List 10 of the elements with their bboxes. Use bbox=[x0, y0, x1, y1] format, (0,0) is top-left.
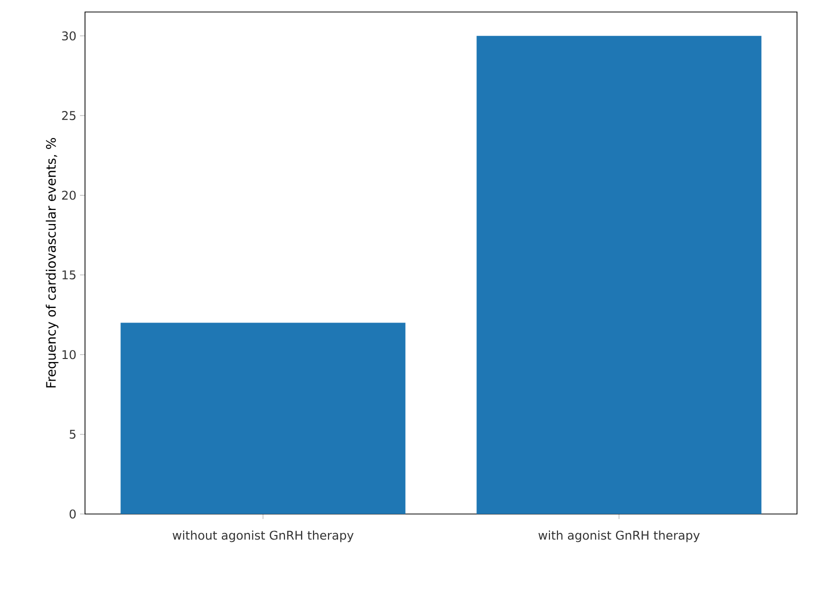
y-tick-label: 0 bbox=[70, 509, 76, 519]
x-tick-label: with agonist GnRH therapy bbox=[538, 530, 700, 542]
y-tick-label: 10 bbox=[62, 350, 76, 360]
y-tick-label: 20 bbox=[62, 190, 76, 200]
y-tick-label: 30 bbox=[62, 31, 76, 40]
y-tick-label: 15 bbox=[62, 270, 76, 280]
y-tick-label: 5 bbox=[70, 430, 76, 439]
y-tick-label: 25 bbox=[62, 111, 76, 120]
x-tick-label: without agonist GnRH therapy bbox=[172, 530, 354, 542]
y-axis-title: Frequency of cardiovascular events, % bbox=[46, 138, 58, 388]
